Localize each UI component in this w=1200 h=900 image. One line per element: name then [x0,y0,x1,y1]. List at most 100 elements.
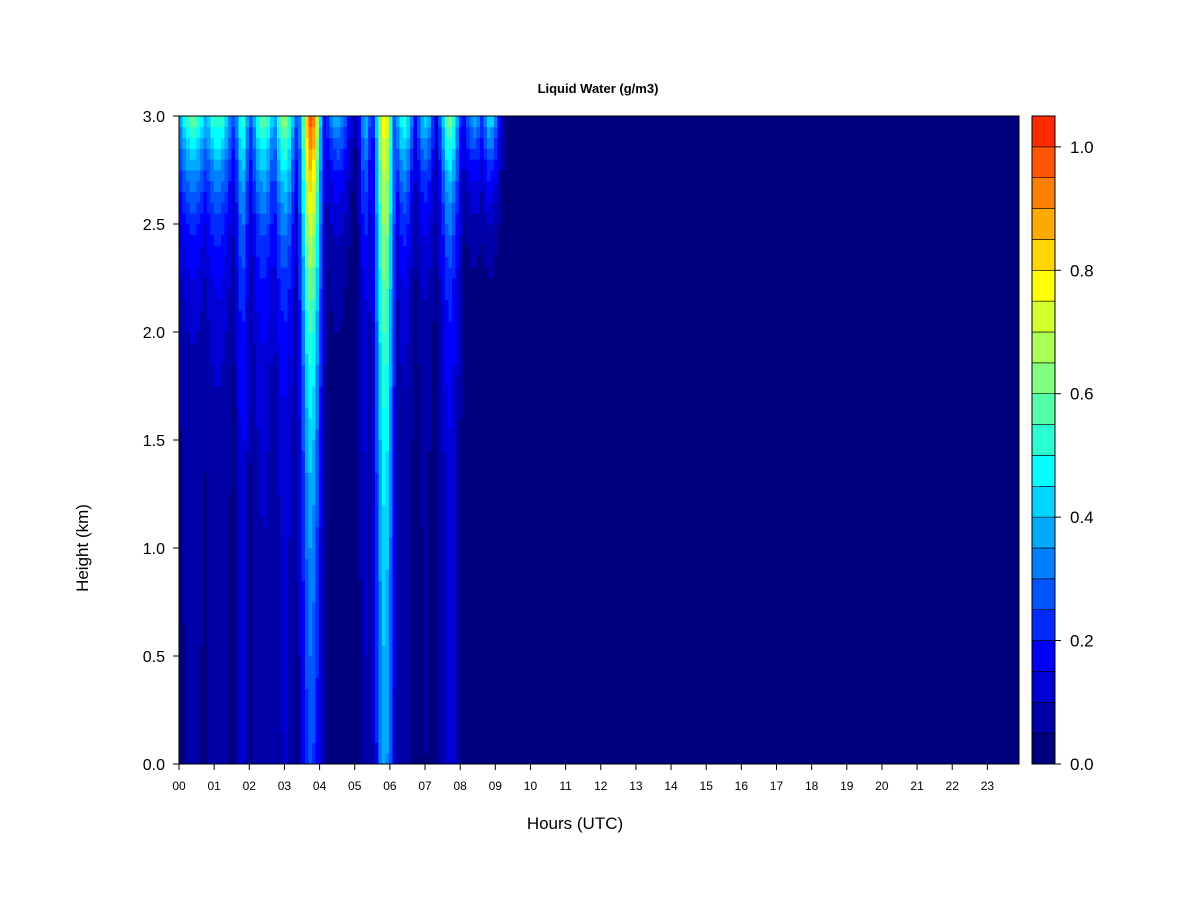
heatmap-cell [322,407,327,419]
heatmap-cell [417,180,421,192]
heatmap-cell [441,267,446,279]
heatmap-cell [228,440,232,452]
heatmap-cell [270,353,274,365]
heatmap-cell [189,645,194,657]
heatmap-cell [424,310,428,322]
heatmap-cell [186,623,190,635]
heatmap-cell [291,202,295,214]
heatmap-cell [438,440,442,452]
heatmap-cell [396,677,400,689]
heatmap-cell [350,126,355,138]
heatmap-cell [413,148,418,160]
heatmap-cell [238,299,243,311]
heatmap-cell [445,558,449,570]
heatmap-cell [196,256,201,268]
heatmap-cell [252,461,257,473]
heatmap-cell [235,191,239,203]
heatmap-cell [441,742,446,754]
heatmap-cell [396,515,400,527]
heatmap-cell [385,634,390,646]
heatmap-cell [434,148,439,160]
heatmap-cell [231,332,236,344]
heatmap-cell [497,202,502,214]
heatmap-cell [452,159,456,171]
heatmap-cell [368,126,372,138]
heatmap-cell [375,418,379,430]
heatmap-cell [382,440,386,452]
heatmap-cell [284,483,288,495]
heatmap-cell [312,180,316,192]
heatmap-cell [403,483,407,495]
heatmap-cell [193,116,197,128]
heatmap-cell [308,710,313,722]
heatmap-cell [382,159,386,171]
heatmap-cell [427,137,432,149]
heatmap-cell [245,407,250,419]
heatmap-cell [385,364,390,376]
heatmap-cell [200,418,204,430]
heatmap-cell [315,526,320,538]
heatmap-cell [315,634,320,646]
heatmap-cell [280,666,285,678]
heatmap-cell [424,591,428,603]
heatmap-cell [301,461,306,473]
heatmap-cell [396,159,400,171]
heatmap-cell [406,580,411,592]
heatmap-cell [392,677,397,689]
heatmap-cell [242,191,246,203]
heatmap-cell [361,753,365,765]
heatmap-cell [413,116,418,128]
heatmap-cell [235,602,239,614]
heatmap-cell [399,591,404,603]
heatmap-cell [399,288,404,300]
heatmap-cell [182,224,187,236]
heatmap-cell [252,699,257,711]
heatmap-cell [466,148,470,160]
heatmap-cell [322,180,327,192]
heatmap-cell [389,278,393,290]
heatmap-cell [431,191,435,203]
heatmap-cell [287,688,292,700]
heatmap-cell [186,666,190,678]
heatmap-cell [235,170,239,182]
heatmap-cell [389,602,393,614]
heatmap-cell [420,504,425,516]
heatmap-cell [452,213,456,225]
heatmap-cell [193,472,197,484]
heatmap-cell [266,299,271,311]
heatmap-cell [410,299,414,311]
heatmap-cell [459,278,463,290]
heatmap-cell [186,159,190,171]
heatmap-cell [455,191,460,203]
heatmap-cell [364,429,369,441]
heatmap-cell [224,731,229,743]
heatmap-cell [207,688,211,700]
heatmap-cell [263,321,267,333]
heatmap-cell [420,245,425,257]
heatmap-cell [179,148,183,160]
heatmap-cell [315,310,320,322]
heatmap-cell [371,720,376,732]
heatmap-cell [427,429,432,441]
heatmap-cell [245,429,250,441]
heatmap-cell [364,396,369,408]
heatmap-cell [333,116,337,128]
heatmap-cell [207,710,211,722]
heatmap-cell [396,720,400,732]
heatmap-cell [287,623,292,635]
heatmap-cell [217,170,222,182]
heatmap-cell [193,407,197,419]
heatmap-cell [417,116,421,128]
heatmap-cell [252,720,257,732]
heatmap-cell [273,299,278,311]
heatmap-cell [291,213,295,225]
heatmap-cell [438,170,442,182]
heatmap-cell [312,256,316,268]
heatmap-cell [214,731,218,743]
heatmap-cell [280,137,285,149]
heatmap-cell [336,159,341,171]
heatmap-cell [466,202,470,214]
heatmap-cell [396,245,400,257]
heatmap-cell [284,526,288,538]
heatmap-cell [277,170,281,182]
